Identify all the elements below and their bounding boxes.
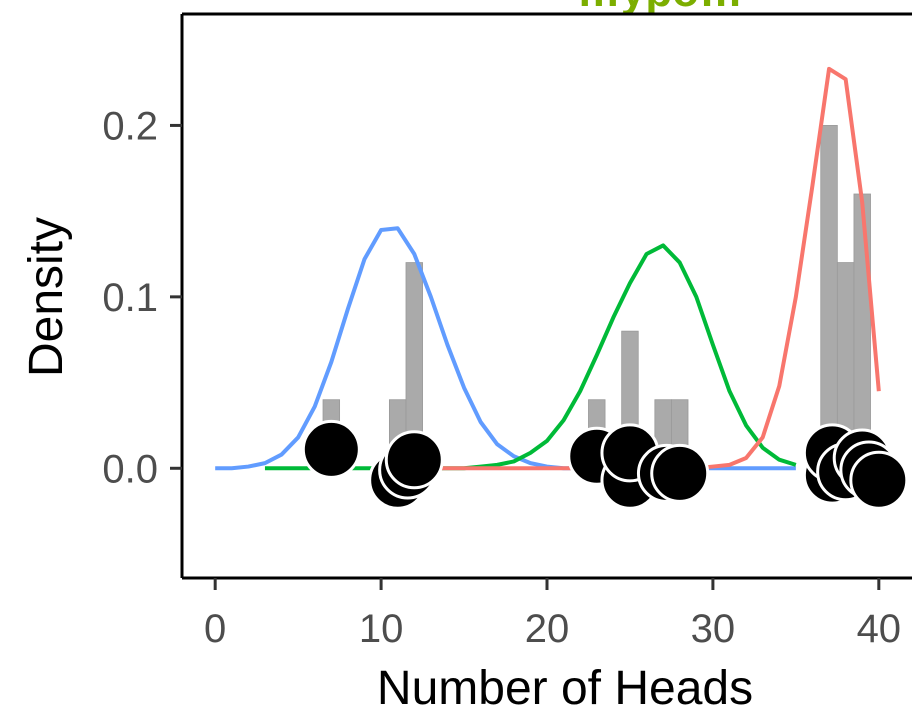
y-tick-label: 0.0 xyxy=(102,447,158,491)
x-tick-label: 0 xyxy=(204,607,226,651)
data-point xyxy=(384,430,444,490)
x-axis-ticks: 0 10 20 30 40 xyxy=(204,578,901,651)
y-axis-ticks: 0.0 0.1 0.2 xyxy=(102,104,182,491)
x-tick-label: 40 xyxy=(857,607,902,651)
x-axis-title: Number of Heads xyxy=(377,662,753,710)
x-tick-label: 20 xyxy=(525,607,570,651)
data-points xyxy=(301,419,909,510)
histogram-bar xyxy=(820,125,838,469)
chart-title: …ypo… xyxy=(577,0,743,16)
data-point xyxy=(301,419,361,479)
density-curves xyxy=(215,66,881,471)
density-curve xyxy=(215,226,796,471)
histogram-bar xyxy=(853,193,871,469)
x-tick-label: 30 xyxy=(691,607,736,651)
y-tick-label: 0.1 xyxy=(102,276,158,320)
data-point xyxy=(849,450,909,510)
y-axis-title: Density xyxy=(20,217,73,377)
data-point xyxy=(650,443,710,503)
y-tick-label: 0.2 xyxy=(102,104,158,148)
histogram-bars xyxy=(322,125,871,469)
x-tick-label: 10 xyxy=(359,607,404,651)
